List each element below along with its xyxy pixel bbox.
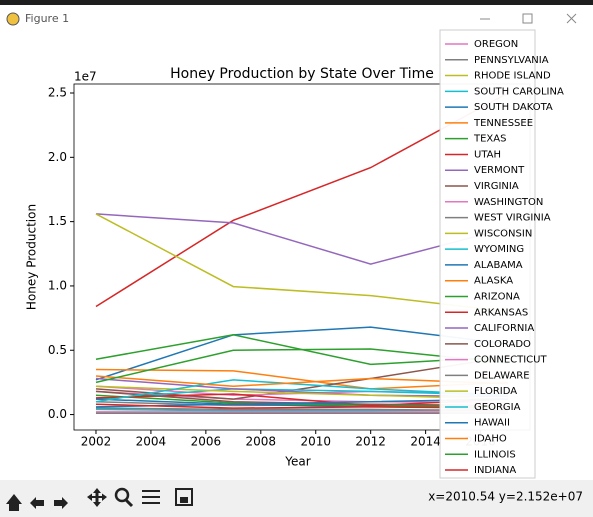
y-tick-label: 2.5 [48, 86, 67, 100]
legend-label: WISCONSIN [474, 228, 532, 239]
top-strip [0, 0, 593, 5]
series-line [95, 92, 509, 308]
legend-label: WASHINGTON [474, 197, 543, 208]
y-tick-label: 0.5 [48, 343, 67, 357]
save-button[interactable] [175, 488, 193, 506]
legend-label: ILLINOIS [474, 449, 516, 460]
legend-label: ALABAMA [474, 260, 523, 271]
toolbar [0, 480, 593, 517]
lines [95, 92, 509, 415]
legend: OREGON PENNSYLVANIA RHODE ISLAND SOUTH CARO… [439, 29, 564, 479]
x-axis-label: Year [284, 455, 310, 469]
legend-label: SOUTH CAROLINA [474, 86, 564, 97]
x-tick-label: 2012 [355, 435, 386, 449]
series-line [95, 403, 509, 409]
series-line [95, 388, 509, 400]
y-axis-label: Honey Production [25, 204, 39, 310]
legend-label: GEORGIA [474, 402, 521, 413]
back-button[interactable] [30, 497, 44, 509]
x-tick-label: 2010 [300, 435, 331, 449]
chart-title: Honey Production by State Over Time [170, 66, 434, 82]
legend-label: ARIZONA [474, 291, 520, 302]
zoom-button[interactable] [114, 487, 130, 503]
series-line [95, 326, 509, 381]
series-line [95, 213, 509, 265]
legend-label: UTAH [474, 149, 501, 160]
series-line [95, 348, 509, 384]
series-line [95, 368, 509, 390]
x-tick-label: 2006 [191, 435, 222, 449]
legend-label: CONNECTICUT [474, 355, 547, 366]
legend-label: TENNESSEE [473, 118, 533, 129]
series-line [95, 385, 509, 400]
status-text: x=2010.54 y=2.152e+07 [428, 490, 583, 504]
legend-box [439, 29, 536, 479]
y-tick-label: 1.0 [48, 278, 67, 292]
forward-button[interactable] [54, 497, 68, 509]
legend-label: FLORIDA [474, 386, 517, 397]
legend-label: ALASKA [474, 276, 513, 287]
legend-label: COLORADO [474, 339, 531, 350]
plot: Honey Production by State Over Time 1e7 Ye… [25, 29, 564, 479]
title-bar [0, 5, 593, 33]
x-tick-label: 2008 [246, 435, 277, 449]
y-tick-label: 2.0 [48, 150, 67, 164]
series-line [95, 375, 509, 388]
legend-label: RHODE ISLAND [474, 71, 551, 82]
legend-label: INDIANA [474, 465, 516, 476]
x-tick-label: 2002 [81, 435, 112, 449]
x-tick-label: 2014 [410, 435, 441, 449]
legend-label: WEST VIRGINIA [474, 213, 551, 224]
close-button[interactable] [566, 13, 577, 24]
home-button[interactable] [6, 494, 22, 511]
legend-label: SOUTH DAKOTA [474, 102, 553, 113]
y-tick-label: 1.5 [48, 214, 67, 228]
save-icon-detail [180, 497, 188, 503]
x-tick-label: 2004 [136, 435, 167, 449]
series-line [95, 407, 509, 412]
window-title: Figure 1 [25, 12, 69, 25]
pan-button[interactable] [87, 488, 107, 507]
y-offset-label: 1e7 [74, 70, 97, 84]
legend-label: ARKANSAS [474, 307, 528, 318]
configure-button[interactable] [142, 490, 160, 504]
series-line [95, 213, 509, 313]
legend-label: IDAHO [474, 434, 507, 445]
zoom-handle [124, 498, 134, 508]
series-line [95, 377, 509, 398]
legend-label: VERMONT [474, 165, 525, 176]
legend-label: DELAWARE [474, 370, 530, 381]
legend-label: CALIFORNIA [474, 323, 534, 334]
legend-label: VIRGINIA [474, 181, 519, 192]
app-icon [6, 12, 20, 26]
legend-label: HAWAII [474, 418, 510, 429]
legend-label: TEXAS [473, 134, 506, 145]
legend-label: WYOMING [474, 244, 524, 255]
toolbar-icons [6, 487, 193, 511]
maximize-button[interactable] [522, 13, 533, 24]
y-tick-label: 0.0 [48, 407, 67, 421]
legend-label: OREGON [474, 39, 518, 50]
series-line [95, 379, 509, 403]
series-line [95, 394, 509, 408]
legend-label: PENNSYLVANIA [474, 55, 549, 66]
